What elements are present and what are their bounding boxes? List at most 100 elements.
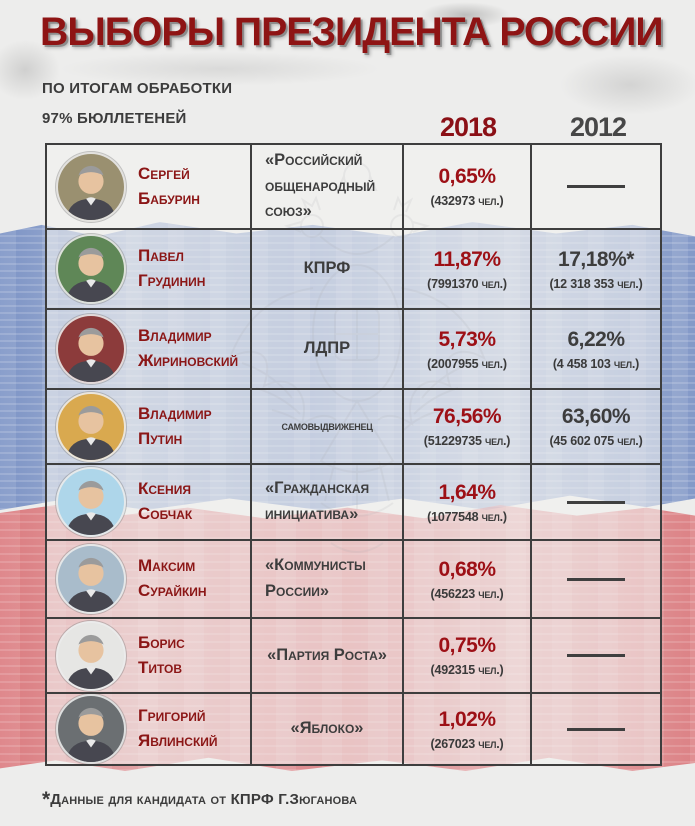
candidate-cell: Григорий Явлинский (47, 694, 252, 764)
result-2012-cell (532, 694, 660, 764)
candidate-first-name: Владимир (138, 403, 212, 423)
result-2018-cell: 1,02% (267023 чел.) (404, 694, 532, 764)
party-cell: ЛДПР (252, 310, 404, 390)
candidate-photo (56, 391, 126, 462)
candidate-last-name: Путин (138, 428, 183, 448)
candidate-first-name: Павел (138, 246, 184, 266)
no-data-dash (567, 500, 625, 504)
percent-2018: 0,75% (438, 634, 496, 657)
no-data-dash (567, 727, 625, 731)
candidate-cell: Владимир Путин (47, 390, 252, 465)
candidate-photo (56, 620, 126, 691)
footnote-asterisk: * (42, 788, 51, 811)
candidate-first-name: Сергей (138, 163, 190, 183)
votes-2012: (4 458 103 чел.) (552, 356, 640, 371)
candidate-name: Сергей Бабурин (138, 162, 200, 211)
candidate-name: Максим Сурайкин (138, 554, 207, 603)
results-table: Сергей Бабурин «Российский общенародный … (45, 143, 662, 766)
candidate-last-name: Бабурин (138, 188, 200, 208)
result-2018-cell: 11,87% (7991370 чел.) (404, 230, 532, 310)
votes-2018: (7991370 чел.) (427, 276, 507, 291)
percent-2018: 1,64% (438, 480, 496, 504)
candidate-last-name: Явлинский (138, 731, 218, 750)
no-data-dash (567, 654, 625, 657)
percent-2012: 6,22% (567, 327, 625, 351)
percent-2018: 0,65% (438, 165, 496, 188)
candidate-last-name: Титов (138, 657, 183, 677)
candidate-cell: Сергей Бабурин (47, 145, 252, 230)
candidate-name: Павел Грудинин (138, 244, 205, 293)
candidate-name: Ксения Собчак (138, 477, 192, 526)
candidate-photo (56, 314, 126, 384)
footnote: *Данные для кандидата от КПРФ Г.Зюганова (42, 788, 357, 812)
party-name: «Гражданская инициатива» (265, 479, 370, 523)
candidate-photo (56, 544, 126, 614)
candidate-last-name: Грудинин (138, 271, 206, 290)
candidate-name: Борис Титов (138, 631, 185, 680)
person-silhouette-icon (65, 247, 117, 302)
result-2018-cell: 1,64% (1077548 чел.) (404, 465, 532, 541)
result-2018-cell: 0,75% (492315 чел.) (404, 619, 532, 694)
candidate-photo (56, 234, 126, 304)
candidate-photo (56, 467, 126, 537)
party-name: КПРФ (303, 259, 351, 278)
page-title: ВЫБОРЫ ПРЕЗИДЕНТА РОССИИ (40, 10, 664, 54)
result-2018-cell: 76,56% (51229735 чел.) (404, 390, 532, 465)
person-silhouette-icon (65, 707, 117, 762)
candidate-first-name: Максим (138, 556, 196, 576)
votes-2018: (432973 чел.) (430, 194, 504, 208)
result-2012-cell (532, 619, 660, 694)
no-data-dash (567, 185, 625, 188)
votes-2018: (267023 чел.) (430, 736, 504, 751)
votes-2012: (45 602 075 чел.) (549, 434, 643, 448)
party-cell: КПРФ (252, 230, 404, 310)
party-cell: «Коммунисты России» (252, 541, 404, 619)
person-silhouette-icon (65, 405, 117, 460)
footnote-text: Данные для кандидата от КПРФ Г.Зюганова (50, 791, 358, 808)
votes-2018: (51229735 чел.) (423, 434, 511, 448)
party-cell: «Партия Роста» (252, 619, 404, 694)
candidate-cell: Борис Титов (47, 619, 252, 694)
no-data-dash (567, 577, 625, 581)
candidate-first-name: Борис (138, 632, 185, 652)
party-cell: самовыдвиженец (252, 390, 404, 465)
candidate-photo (56, 151, 126, 222)
candidate-last-name: Собчак (138, 504, 193, 523)
votes-2012: (12 318 353 чел.) (549, 276, 643, 291)
percent-2018: 5,73% (438, 327, 496, 351)
candidate-cell: Владимир Жириновский (47, 310, 252, 390)
votes-2018: (1077548 чел.) (427, 509, 507, 524)
percent-2018: 1,02% (438, 707, 496, 731)
subtitle-line-1: ПО ИТОГАМ ОБРАБОТКИ (42, 80, 233, 97)
party-name: самовыдвиженец (281, 418, 373, 434)
party-cell: «Яблоко» (252, 694, 404, 764)
result-2018-cell: 0,68% (456223 чел.) (404, 541, 532, 619)
candidate-cell: Ксения Собчак (47, 465, 252, 541)
gray-brush-smudge (560, 55, 695, 115)
subtitle-line-2: 97% БЮЛЛЕТЕНЕЙ (42, 110, 187, 127)
person-silhouette-icon (65, 634, 117, 689)
candidate-first-name: Григорий (138, 706, 206, 726)
percent-2012: 17,18%* (558, 247, 634, 271)
candidate-name: Григорий Явлинский (138, 704, 218, 753)
candidate-cell: Павел Грудинин (47, 230, 252, 310)
percent-2018: 0,68% (438, 557, 496, 581)
result-2012-cell (532, 465, 660, 541)
party-name: ЛДПР (303, 339, 351, 358)
candidate-first-name: Ксения (138, 479, 191, 499)
result-2012-cell: 6,22% (4 458 103 чел.) (532, 310, 660, 390)
candidate-first-name: Владимир (138, 326, 212, 346)
person-silhouette-icon (65, 480, 117, 535)
result-2018-cell: 5,73% (2007955 чел.) (404, 310, 532, 390)
result-2012-cell (532, 541, 660, 619)
person-silhouette-icon (65, 165, 117, 220)
percent-2018: 76,56% (432, 405, 502, 428)
party-cell: «Гражданская инициатива» (252, 465, 404, 541)
person-silhouette-icon (65, 327, 117, 382)
candidate-last-name: Сурайкин (138, 581, 207, 600)
year-header-2018: 2018 (439, 112, 497, 142)
year-header-2012: 2012 (569, 112, 627, 142)
party-name: «Российский общенародный союз» (265, 151, 376, 221)
result-2012-cell (532, 145, 660, 230)
